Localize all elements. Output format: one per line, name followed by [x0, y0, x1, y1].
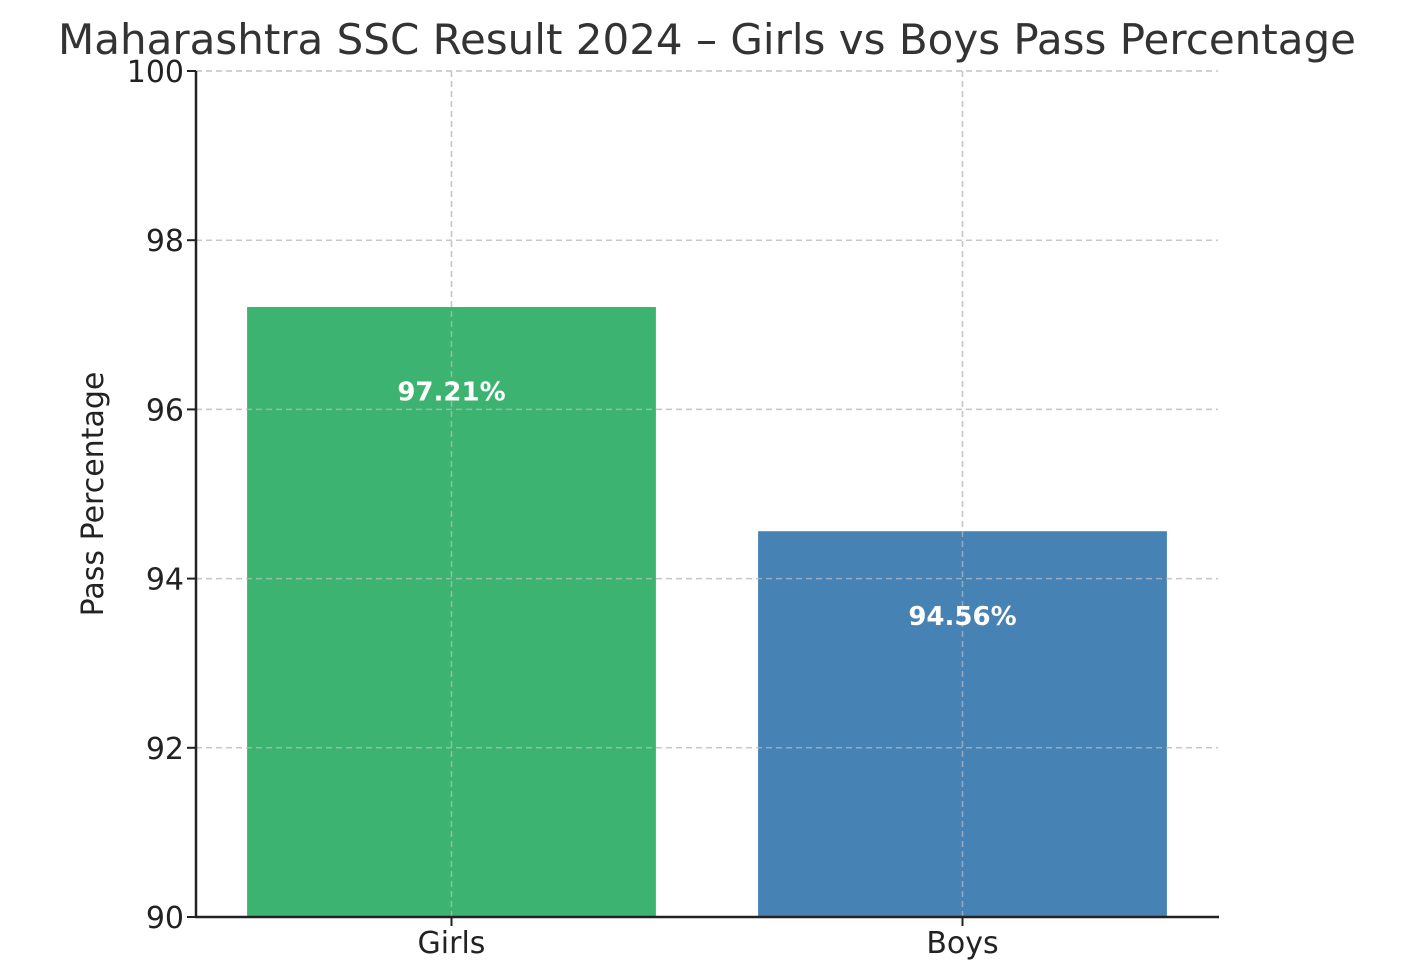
chart-title: Maharashtra SSC Result 2024 – Girls vs B…: [58, 15, 1356, 64]
tick-labels: 90 92 94 96 98 100 Girls Boys: [127, 55, 999, 961]
data-label-girls: 97.21%: [397, 378, 505, 408]
data-label-boys: 94.56%: [908, 602, 1016, 632]
x-tick-label: Girls: [418, 926, 486, 961]
y-tick-label: 100: [127, 55, 184, 90]
axes: [194, 71, 1219, 919]
y-tick-label: 90: [146, 901, 184, 936]
y-axis-label: Pass Percentage: [76, 372, 111, 617]
y-tick-label: 94: [146, 563, 184, 598]
y-tick-label: 96: [146, 393, 184, 428]
x-tick-label: Boys: [926, 926, 998, 961]
data-labels: 97.21% 94.56%: [397, 378, 1016, 632]
bars: [196, 70, 1218, 918]
y-tick-label: 98: [146, 224, 184, 259]
y-tick-label: 92: [146, 732, 184, 767]
